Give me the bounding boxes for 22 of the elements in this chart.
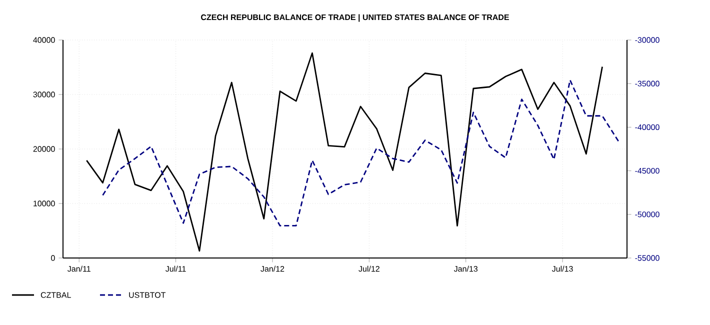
y-tick-label: 40000	[33, 37, 55, 43]
y2-tick-label: -30000	[635, 37, 660, 43]
y2-tick-label: -55000	[635, 255, 660, 261]
y2-tick-label: -45000	[635, 168, 660, 174]
x-tick-label: Jan/12	[260, 266, 284, 272]
x-tick-label: Jan/11	[68, 266, 90, 272]
line-series	[86, 52, 603, 252]
y-tick-label: 20000	[33, 146, 55, 152]
legend-label: CZTBAL	[40, 292, 71, 298]
line-series	[102, 79, 620, 226]
legend-label: USTBTOT	[129, 292, 166, 298]
chart-title: CZECH REPUBLIC BALANCE OF TRADE | UNITED STATES BALANCE OF TRADE	[201, 14, 509, 22]
y-tick-label: 0	[51, 255, 55, 261]
x-tick-label: Jul/12	[358, 266, 380, 272]
y-tick-label: 10000	[34, 200, 55, 206]
x-tick-label: Jul/13	[552, 266, 573, 272]
y2-tick-label: -40000	[635, 124, 660, 130]
x-tick-label: Jul/11	[166, 266, 186, 272]
y-tick-label: 30000	[33, 92, 55, 98]
y2-tick-label: -50000	[635, 212, 660, 218]
y2-tick-label: -35000	[635, 80, 660, 86]
x-tick-label: Jan/13	[454, 266, 478, 272]
